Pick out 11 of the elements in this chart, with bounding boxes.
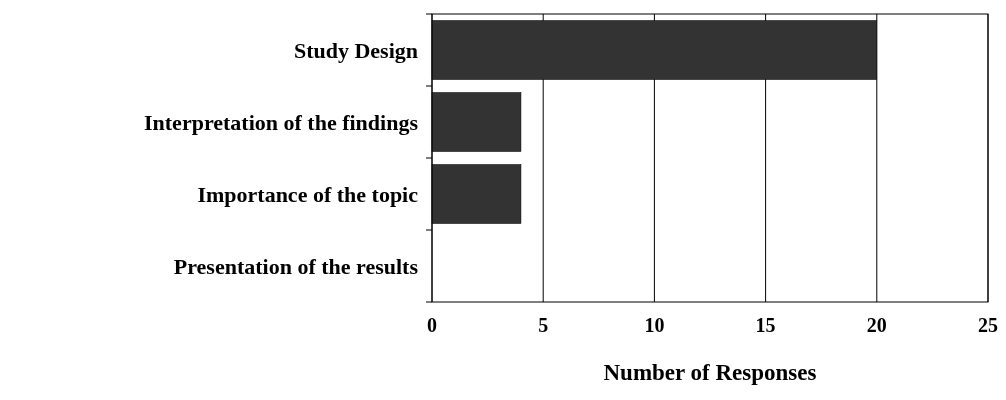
x-tick-label: 10 bbox=[644, 314, 665, 336]
y-tick-label: Interpretation of the findings bbox=[144, 109, 419, 135]
y-tick-label: Importance of the topic bbox=[197, 181, 419, 207]
x-tick-label: 5 bbox=[538, 314, 549, 336]
y-tick-label: Study Design bbox=[293, 37, 418, 63]
x-axis-title: Number of Responses bbox=[603, 360, 817, 385]
x-tick-label: 15 bbox=[755, 314, 776, 336]
x-tick-label: 0 bbox=[427, 314, 437, 336]
x-tick-label: 20 bbox=[866, 314, 887, 336]
x-tick-label: 25 bbox=[978, 314, 998, 336]
y-tick-label: Presentation of the results bbox=[173, 253, 419, 279]
